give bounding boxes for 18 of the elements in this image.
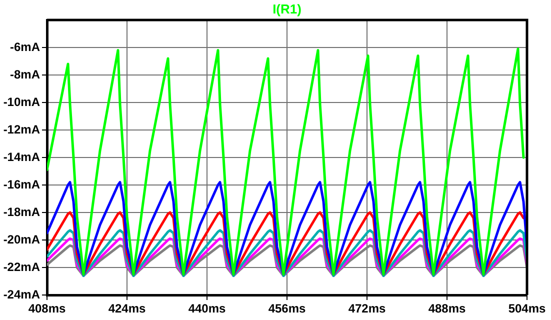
y-tick-label: -22mA xyxy=(3,260,40,274)
y-tick-label: -14mA xyxy=(3,150,40,164)
x-tick-label: 488ms xyxy=(428,302,466,316)
y-tick-label: -6mA xyxy=(10,40,40,54)
x-tick-label: 408ms xyxy=(28,302,66,316)
y-tick-label: -12mA xyxy=(3,122,40,136)
x-tick-label: 456ms xyxy=(268,302,306,316)
y-tick-label: -20mA xyxy=(3,232,40,246)
y-tick-label: -24mA xyxy=(3,287,40,302)
y-tick-label: -10mA xyxy=(3,94,40,109)
chart-title: I(R1) xyxy=(272,2,302,17)
y-tick-label: -18mA xyxy=(3,204,40,219)
y-tick-label: -8mA xyxy=(10,67,40,82)
x-tick-label: 472ms xyxy=(348,302,386,316)
x-tick-label: 440ms xyxy=(188,302,226,316)
x-tick-label: 424ms xyxy=(108,302,146,316)
x-tick-label: 504ms xyxy=(508,302,546,316)
y-tick-label: -16mA xyxy=(3,177,40,192)
